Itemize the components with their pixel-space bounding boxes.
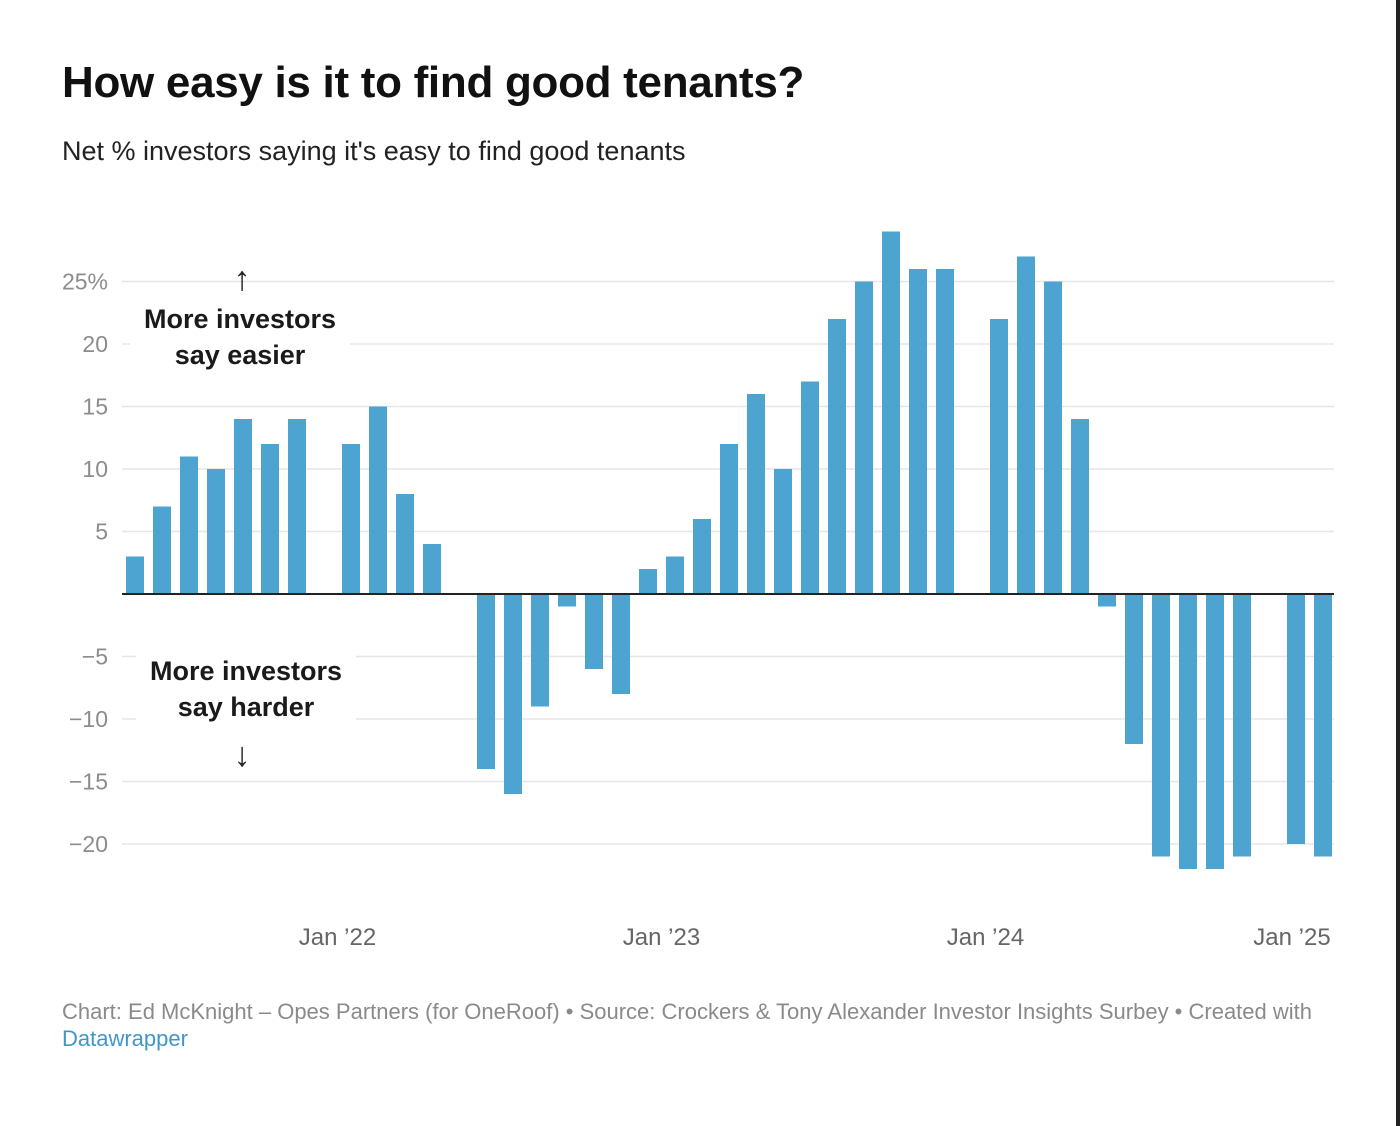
bar bbox=[882, 231, 900, 594]
annotation-easier-line1-bg bbox=[130, 302, 350, 336]
bar bbox=[801, 381, 819, 594]
bar bbox=[1044, 281, 1062, 594]
datawrapper-link[interactable]: Datawrapper bbox=[62, 1026, 188, 1051]
annotation-harder-line2-bg bbox=[136, 690, 356, 724]
y-tick-label: 20 bbox=[82, 331, 108, 357]
bar bbox=[720, 444, 738, 594]
bar bbox=[1098, 594, 1116, 607]
y-tick-label: −5 bbox=[82, 644, 108, 670]
bar bbox=[261, 444, 279, 594]
arrow-up-icon: ↑ bbox=[234, 260, 251, 298]
bar bbox=[1314, 594, 1332, 857]
bar bbox=[1071, 419, 1089, 594]
x-tick-label: Jan ’25 bbox=[1253, 924, 1330, 951]
bar bbox=[153, 506, 171, 594]
bar bbox=[288, 419, 306, 594]
bar bbox=[639, 569, 657, 594]
bar bbox=[558, 594, 576, 607]
chart-subtitle: Net % investors saying it's easy to find… bbox=[62, 136, 686, 166]
bar bbox=[909, 269, 927, 594]
bar bbox=[666, 556, 684, 594]
bar bbox=[1233, 594, 1251, 857]
window-edge bbox=[1396, 0, 1400, 1126]
chart-title: How easy is it to find good tenants? bbox=[62, 58, 805, 107]
bar bbox=[585, 594, 603, 669]
bar bbox=[774, 469, 792, 594]
bar-chart: 25% 20 15 10 5 −5 −10 −15 −20 Jan ’22 Jan ’23 Jan ’… bbox=[62, 231, 1334, 951]
bar bbox=[396, 494, 414, 594]
bar bbox=[855, 281, 873, 594]
annotation-harder-line1: More investors bbox=[150, 656, 342, 686]
x-tick-label: Jan ’22 bbox=[299, 924, 376, 951]
bar bbox=[1179, 594, 1197, 869]
annotation-harder-line2: say harder bbox=[178, 692, 315, 722]
bar bbox=[990, 319, 1008, 594]
bar bbox=[369, 406, 387, 594]
y-tick-label: −20 bbox=[69, 831, 108, 857]
bar bbox=[1206, 594, 1224, 869]
y-tick-label: 25% bbox=[62, 269, 108, 295]
bar bbox=[531, 594, 549, 707]
y-tick-label: 10 bbox=[82, 456, 108, 482]
x-tick-label: Jan ’23 bbox=[623, 924, 700, 951]
bar bbox=[1287, 594, 1305, 844]
bar bbox=[693, 519, 711, 594]
bar bbox=[180, 456, 198, 594]
y-tick-label: 15 bbox=[82, 394, 108, 420]
bar bbox=[207, 469, 225, 594]
x-tick-label: Jan ’24 bbox=[947, 924, 1024, 951]
bar bbox=[828, 319, 846, 594]
annotation-harder-line1-bg bbox=[136, 654, 356, 688]
annotation-easier-line1: More investors bbox=[144, 304, 336, 334]
footer-credit: Chart: Ed McKnight – Opes Partners (for … bbox=[62, 999, 1313, 1024]
bar bbox=[747, 394, 765, 594]
annotation-easier-line2-bg bbox=[130, 338, 350, 372]
bar bbox=[612, 594, 630, 694]
chart-footer: Chart: Ed McKnight – Opes Partners (for … bbox=[62, 998, 1332, 1052]
bar bbox=[1017, 256, 1035, 594]
bar bbox=[477, 594, 495, 769]
y-tick-label: 5 bbox=[95, 519, 108, 545]
y-tick-label: −10 bbox=[69, 706, 108, 732]
bar bbox=[423, 544, 441, 594]
bar bbox=[1125, 594, 1143, 744]
bar bbox=[1152, 594, 1170, 857]
bar bbox=[504, 594, 522, 794]
bar bbox=[126, 556, 144, 594]
arrow-down-icon: ↓ bbox=[234, 736, 251, 774]
bar bbox=[234, 419, 252, 594]
y-tick-label: −15 bbox=[69, 769, 108, 795]
annotation-easier-line2: say easier bbox=[175, 340, 306, 370]
bar bbox=[936, 269, 954, 594]
bar bbox=[342, 444, 360, 594]
